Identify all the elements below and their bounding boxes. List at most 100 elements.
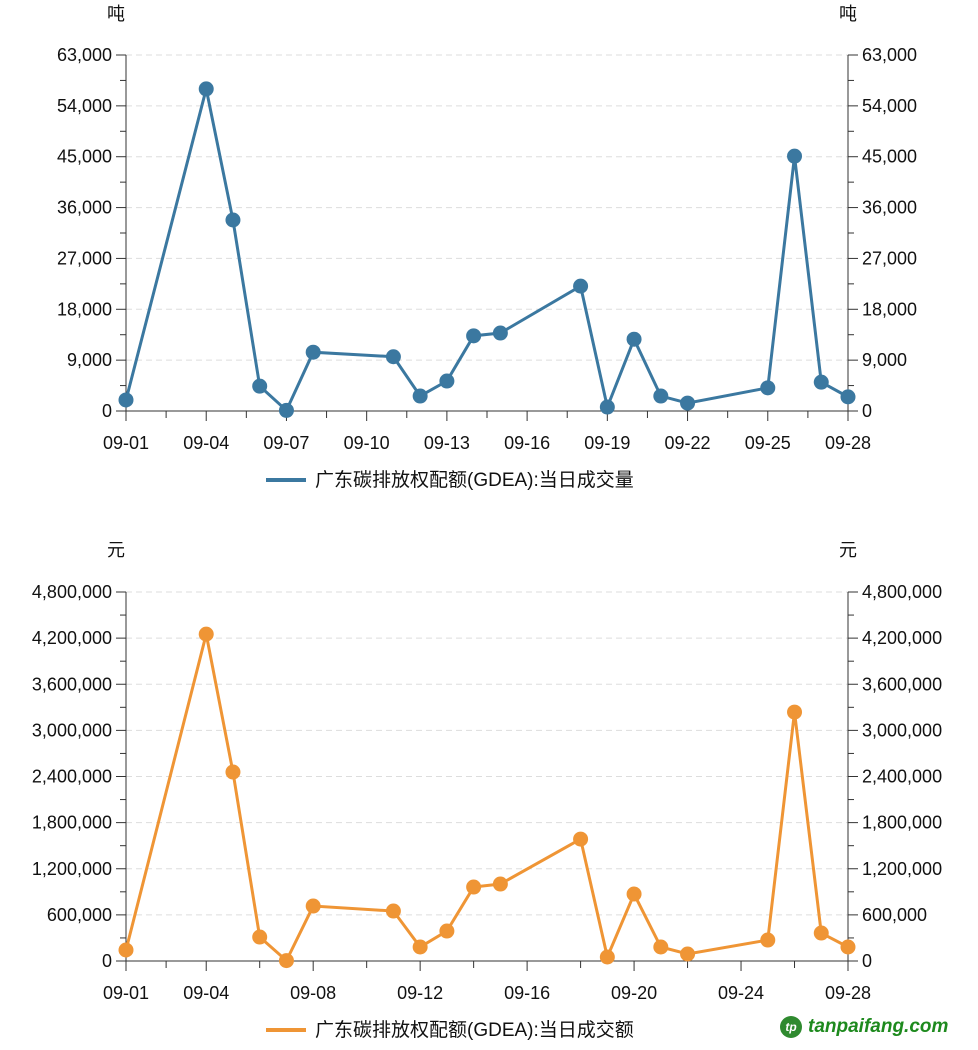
unit-label-left: 元: [107, 540, 125, 560]
y-tick-label-right: 3,600,000: [862, 674, 942, 694]
y-tick-label-left: 2,400,000: [32, 767, 112, 787]
data-point-09-18: [573, 278, 589, 294]
data-point-09-15: [492, 876, 508, 892]
x-tick-label: 09-24: [718, 983, 764, 1003]
y-tick-label-right: 4,200,000: [862, 628, 942, 648]
data-point-09-05: [225, 212, 241, 228]
data-point-09-15: [492, 325, 508, 341]
data-point-09-12: [412, 388, 428, 404]
x-tick-label: 09-19: [584, 433, 630, 453]
x-tick-label: 09-20: [611, 983, 657, 1003]
y-tick-label-left: 9,000: [67, 350, 112, 370]
y-tick-label-right: 600,000: [862, 905, 927, 925]
y-tick-label-left: 1,200,000: [32, 859, 112, 879]
y-tick-label-left: 4,800,000: [32, 582, 112, 602]
data-point-09-07: [278, 402, 294, 418]
legend-label: 广东碳排放权配额(GDEA):当日成交额: [315, 1019, 634, 1041]
data-point-09-21: [653, 939, 669, 955]
y-tick-label-left: 3,600,000: [32, 674, 112, 694]
x-tick-label: 09-13: [424, 433, 470, 453]
data-point-09-12: [412, 939, 428, 955]
y-tick-label-right: 3,000,000: [862, 720, 942, 740]
data-point-09-26: [787, 148, 803, 164]
data-point-09-27: [813, 374, 829, 390]
y-tick-label-left: 27,000: [57, 248, 112, 268]
unit-label-left: 吨: [107, 4, 125, 24]
y-tick-label-right: 0: [862, 951, 872, 971]
x-tick-label: 09-28: [825, 433, 871, 453]
x-tick-label: 09-08: [290, 983, 336, 1003]
data-point-09-11: [385, 349, 401, 365]
data-point-09-20: [626, 331, 642, 347]
data-point-09-06: [252, 929, 268, 945]
y-tick-label-left: 0: [102, 951, 112, 971]
data-point-09-06: [252, 378, 268, 394]
data-point-09-27: [813, 925, 829, 941]
y-tick-label-left: 600,000: [47, 905, 112, 925]
data-point-09-28: [840, 939, 856, 955]
data-point-09-13: [439, 373, 455, 389]
data-point-09-19: [599, 949, 615, 965]
y-tick-label-left: 0: [102, 401, 112, 421]
data-point-09-20: [626, 886, 642, 902]
x-tick-label: 09-07: [263, 433, 309, 453]
data-point-09-11: [385, 903, 401, 919]
data-point-09-08: [305, 898, 321, 914]
series-line: [124, 633, 849, 964]
data-point-09-05: [225, 764, 241, 780]
y-tick-label-right: 63,000: [862, 45, 917, 65]
y-tick-label-right: 18,000: [862, 299, 917, 319]
data-point-09-25: [760, 932, 776, 948]
y-tick-label-left: 4,200,000: [32, 628, 112, 648]
x-tick-label: 09-04: [183, 983, 229, 1003]
data-point-09-14: [466, 879, 482, 895]
series-line: [124, 88, 849, 413]
x-tick-label: 09-01: [103, 983, 149, 1003]
y-tick-label-right: 54,000: [862, 96, 917, 116]
y-tick-label-left: 1,800,000: [32, 813, 112, 833]
x-tick-label: 09-01: [103, 433, 149, 453]
data-point-09-04: [198, 626, 214, 642]
data-point-09-01: [118, 392, 134, 408]
y-tick-label-left: 3,000,000: [32, 720, 112, 740]
data-point-09-25: [760, 380, 776, 396]
data-point-09-26: [787, 704, 803, 720]
unit-label-right: 元: [839, 540, 857, 560]
legend-label: 广东碳排放权配额(GDEA):当日成交量: [315, 469, 634, 491]
x-tick-label: 09-28: [825, 983, 871, 1003]
y-tick-label-right: 2,400,000: [862, 767, 942, 787]
unit-label-right: 吨: [839, 4, 857, 24]
data-point-09-04: [198, 81, 214, 97]
x-tick-label: 09-22: [665, 433, 711, 453]
y-tick-label-left: 36,000: [57, 198, 112, 218]
data-point-09-19: [599, 399, 615, 415]
y-tick-label-right: 36,000: [862, 198, 917, 218]
x-tick-label: 09-16: [504, 983, 550, 1003]
y-tick-label-left: 54,000: [57, 96, 112, 116]
data-point-09-28: [840, 389, 856, 405]
y-tick-label-left: 45,000: [57, 147, 112, 167]
data-point-09-14: [466, 328, 482, 344]
x-tick-label: 09-12: [397, 983, 443, 1003]
data-point-09-07: [278, 953, 294, 969]
y-tick-label-right: 1,800,000: [862, 813, 942, 833]
x-tick-label: 09-10: [344, 433, 390, 453]
y-tick-label-left: 18,000: [57, 299, 112, 319]
data-point-09-22: [680, 946, 696, 962]
y-tick-label-right: 9,000: [862, 350, 907, 370]
y-tick-label-right: 45,000: [862, 147, 917, 167]
data-point-09-21: [653, 388, 669, 404]
y-tick-label-right: 27,000: [862, 248, 917, 268]
y-tick-label-right: 0: [862, 401, 872, 421]
data-point-09-13: [439, 923, 455, 939]
x-tick-label: 09-16: [504, 433, 550, 453]
watermark-logo-icon: tp: [780, 1016, 802, 1038]
data-point-09-22: [680, 395, 696, 411]
x-tick-label: 09-25: [745, 433, 791, 453]
y-tick-label-right: 1,200,000: [862, 859, 942, 879]
x-tick-label: 09-04: [183, 433, 229, 453]
data-point-09-18: [573, 831, 589, 847]
data-point-09-08: [305, 344, 321, 360]
data-point-09-01: [118, 942, 134, 958]
